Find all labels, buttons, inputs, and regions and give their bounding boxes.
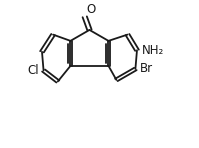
Text: O: O — [87, 3, 96, 16]
Text: NH₂: NH₂ — [142, 44, 164, 57]
Text: Cl: Cl — [27, 64, 39, 77]
Text: Br: Br — [140, 62, 153, 75]
